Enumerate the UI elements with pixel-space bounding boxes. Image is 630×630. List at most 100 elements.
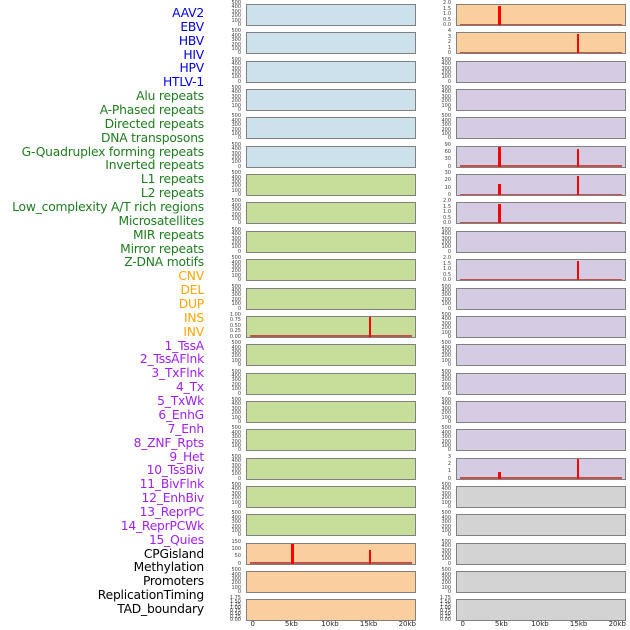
plot-box xyxy=(246,486,416,509)
y-tick-label: 400 xyxy=(441,117,451,124)
y-tick-label: 1.75 xyxy=(439,595,451,602)
y-tick-label: 2 xyxy=(447,39,451,46)
y-axis: 500 400 300 200 100 0 xyxy=(205,341,243,369)
y-tick-label: 300 xyxy=(231,349,241,356)
track-label: 8_ZNF_Rpts xyxy=(133,435,205,450)
signal-baseline xyxy=(250,335,412,337)
y-tick-label: 0 xyxy=(237,78,241,85)
x-tick-label: 20kb xyxy=(398,620,416,628)
track-label: 5_TxWk xyxy=(157,394,204,409)
y-tick-label: 200 xyxy=(441,381,451,388)
plot-box xyxy=(456,315,626,338)
y-tick-label: 400 xyxy=(231,117,241,124)
y-tick-label: 300 xyxy=(231,122,241,129)
plot-box xyxy=(246,202,416,225)
y-tick-label: 400 xyxy=(231,89,241,96)
signal-baseline xyxy=(460,51,622,54)
y-tick-label: 30 xyxy=(444,156,451,163)
y-tick-label: 100 xyxy=(441,244,451,251)
y-tick-label: 400 xyxy=(231,174,241,181)
track-label: HPV xyxy=(179,61,205,76)
y-tick-label: 400 xyxy=(231,259,241,266)
plot-box xyxy=(246,315,416,338)
y-tick-label: 100 xyxy=(231,131,241,138)
y-tick-label: 300 xyxy=(441,547,451,554)
y-tick-label: 200 xyxy=(441,523,451,530)
plot-cell: 150 100 50 0 xyxy=(205,539,416,568)
y-tick-label: 100 xyxy=(441,386,451,393)
y-tick-label: 300 xyxy=(441,434,451,441)
y-tick-label: 500 xyxy=(231,113,241,120)
plot-box xyxy=(246,174,416,197)
y-tick-label: 100 xyxy=(441,301,451,308)
track-label: 3_TxFlnk xyxy=(151,366,204,381)
y-tick-label: 300 xyxy=(231,65,241,72)
plot-cell: 1.75 1.50 1.25 1.00 0.75 0.50 0.25 0.00 xyxy=(205,596,416,624)
y-tick-label: 400 xyxy=(231,32,241,39)
y-tick-label: 3 xyxy=(447,453,451,460)
y-axis: 2.0 1.5 1.0 0.5 0.0 xyxy=(415,256,453,284)
y-tick-label: 2 xyxy=(447,461,451,468)
signal-spike xyxy=(368,317,372,337)
y-tick-label: 0 xyxy=(237,560,241,567)
track-label: Alu repeats xyxy=(136,89,204,104)
y-tick-label: 400 xyxy=(231,486,241,493)
y-tick-label: 500 xyxy=(231,255,241,262)
y-tick-label: 0.5 xyxy=(443,214,451,221)
track-label: 15_Quies xyxy=(148,532,204,547)
y-tick-label: 0 xyxy=(447,362,451,369)
y-tick-label: 200 xyxy=(231,69,241,76)
y-tick-label: 0.75 xyxy=(229,608,241,615)
y-tick-label: 500 xyxy=(231,198,241,205)
track-label: 11_BivFlnk xyxy=(139,477,205,492)
plot-box xyxy=(246,117,416,140)
y-tick-label: 0.25 xyxy=(439,614,451,621)
y-tick-label: 200 xyxy=(441,69,451,76)
y-tick-label: 100 xyxy=(441,499,451,506)
plot-cell: 500 400 300 200 100 0 xyxy=(415,284,626,313)
plot-box xyxy=(246,4,416,26)
plot-cell: 500 400 300 200 100 0 xyxy=(415,341,626,369)
plot-box xyxy=(456,457,626,480)
plot-cell: 500 400 300 200 100 0 xyxy=(415,483,626,511)
y-tick-label: 100 xyxy=(231,471,241,478)
track-label: Inverted repeats xyxy=(105,158,204,173)
x-tick-label: 15kb xyxy=(359,620,378,628)
plot-column-left: 500 400 300 200 100 0 500 400 300 200 100 0 500 400 30… xyxy=(205,0,416,630)
y-tick-label: 100 xyxy=(231,159,241,166)
y-tick-label: 500 xyxy=(231,56,241,63)
y-tick-label: 2.0 xyxy=(443,255,451,262)
plot-box xyxy=(456,4,626,26)
y-tick-label: 200 xyxy=(441,551,451,558)
y-tick-label: 0 xyxy=(237,277,241,284)
track-label: 9_Het xyxy=(169,449,204,464)
y-tick-label: 0 xyxy=(447,192,451,199)
y-tick-label: 0 xyxy=(237,475,241,482)
y-axis: 500 400 300 200 100 0 xyxy=(205,29,243,57)
y-tick-label: 400 xyxy=(441,373,451,380)
y-tick-label: 300 xyxy=(231,207,241,214)
signal-spike xyxy=(576,459,580,479)
y-tick-label: 200 xyxy=(441,438,451,445)
y-tick-label: 0.0 xyxy=(443,277,451,284)
y-tick-label: 200 xyxy=(231,466,241,473)
y-tick-label: 0 xyxy=(237,447,241,454)
x-tick-label: 5kb xyxy=(284,620,298,628)
y-tick-label: 300 xyxy=(441,320,451,327)
y-tick-label: 0 xyxy=(237,163,241,170)
y-tick-label: 200 xyxy=(231,240,241,247)
y-tick-label: 300 xyxy=(231,519,241,526)
y-tick-label: 400 xyxy=(441,514,451,521)
y-tick-label: 10 xyxy=(444,184,451,191)
plot-box xyxy=(456,174,626,197)
y-tick-label: 500 xyxy=(231,340,241,347)
y-axis: 500 400 300 200 100 0 xyxy=(205,142,243,171)
plot-box xyxy=(246,514,416,537)
y-tick-label: 60 xyxy=(444,149,451,156)
y-tick-label: 30 xyxy=(444,170,451,177)
y-axis: 500 400 300 200 100 0 xyxy=(205,396,243,426)
track-label: ReplicationTiming xyxy=(97,588,204,603)
y-tick-label: 1.0 xyxy=(443,11,451,17)
y-tick-label: 500 xyxy=(231,396,241,403)
